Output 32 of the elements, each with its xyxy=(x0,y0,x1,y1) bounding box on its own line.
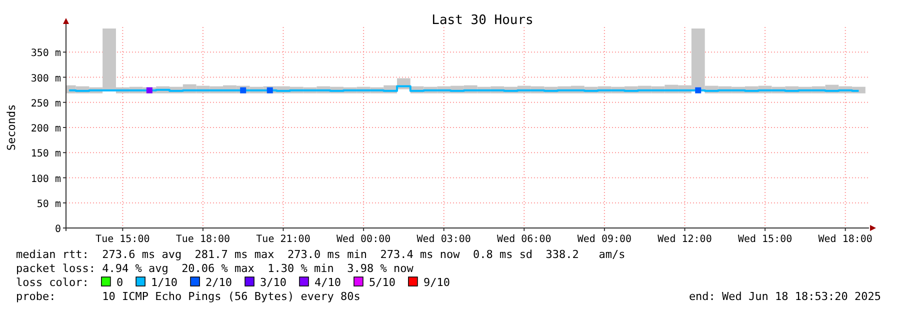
text: end: Wed Jun 18 18:53:20 2025 xyxy=(688,290,881,303)
y-tick-label: 350 m xyxy=(30,48,61,60)
x-tick-label: Wed 00:00 xyxy=(336,234,391,245)
text: probe: 10 ICMP Echo Pings (56 Bytes) every 80s xyxy=(16,290,360,303)
legend-label: 9/10 xyxy=(423,276,450,289)
x-tick-label: Wed 18:00 xyxy=(818,234,872,245)
x-tick-label: Wed 12:00 xyxy=(658,234,712,245)
y-axis-title: Seconds xyxy=(5,104,18,151)
y-tick-label: 150 m xyxy=(30,148,61,160)
legend-label: 3/10 xyxy=(260,276,287,289)
x-tick-label: Tue 21:00 xyxy=(256,234,310,245)
legend-label: 5/10 xyxy=(368,276,396,289)
y-tick-label: 300 m xyxy=(30,73,61,84)
y-tick-label: 250 m xyxy=(30,98,61,110)
text: packet loss: 4.94 % avg 20.06 % max 1.30 % min 3.98 % now xyxy=(16,262,414,275)
x-tick-label: Wed 09:00 xyxy=(577,234,632,245)
x-tick-label: Wed 06:00 xyxy=(497,234,552,245)
legend-title: loss color: xyxy=(16,276,89,289)
y-tick-label: 200 m xyxy=(30,124,61,134)
legend-label: 1/10 xyxy=(151,276,178,289)
x-tick-label: Wed 15:00 xyxy=(738,234,792,245)
x-tick-label: Tue 15:00 xyxy=(96,234,150,245)
legend-label: 2/10 xyxy=(206,276,232,289)
legend-label: 0 xyxy=(116,276,124,289)
y-tick-label: 100 m xyxy=(30,174,61,185)
legend-label: 4/10 xyxy=(314,276,341,289)
text: median rtt: 273.6 ms avg 281.7 ms max 273.0 ms min 273.4 ms now 0.8 ms sd 338.2 am/s xyxy=(16,248,626,261)
x-tick-label: Wed 03:00 xyxy=(416,234,471,245)
chart-title: Last 30 Hours xyxy=(432,13,534,28)
x-tick-label: Tue 18:00 xyxy=(176,234,230,245)
y-tick-label: 50 m xyxy=(36,198,61,210)
y-tick-label: 0 xyxy=(54,224,61,235)
